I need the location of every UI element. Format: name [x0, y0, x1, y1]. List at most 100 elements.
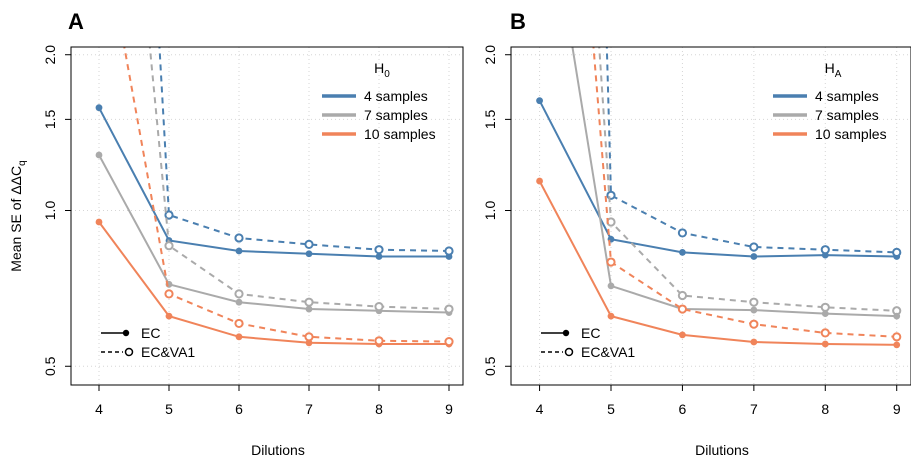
data-point [96, 219, 103, 226]
data-point [679, 249, 686, 256]
x-tick-label: 9 [893, 401, 901, 417]
method-legend-label: EC [581, 325, 600, 341]
data-point [375, 303, 382, 310]
data-point [235, 234, 242, 241]
series-line [149, 43, 449, 310]
data-point [750, 307, 757, 314]
data-point [750, 339, 757, 346]
x-tick-label: 6 [679, 401, 687, 417]
data-point [893, 341, 900, 348]
data-point [750, 253, 757, 260]
data-point [822, 341, 829, 348]
x-tick-label: 4 [536, 401, 544, 417]
y-tick-label: 1.0 [42, 201, 58, 221]
data-point [822, 329, 829, 336]
data-point [445, 338, 452, 345]
data-point [166, 313, 173, 320]
y-axis-label: Mean SE of ΔΔCq [8, 160, 28, 271]
legend-title: H0 [374, 60, 390, 80]
data-point [679, 331, 686, 338]
data-point [822, 310, 829, 317]
x-tick-label: 7 [305, 401, 313, 417]
method-legend-label: EC&VA1 [581, 344, 635, 360]
method-legend-marker [563, 330, 569, 336]
legend-label: 10 samples [364, 126, 436, 142]
legend-label: 7 samples [815, 107, 879, 123]
method-legend-label: EC [141, 325, 160, 341]
x-tick-label: 5 [165, 401, 173, 417]
data-point [822, 246, 829, 253]
y-tick-label: 1.5 [42, 109, 58, 129]
panel-label: B [510, 9, 526, 34]
y-tick-label: 2.0 [482, 45, 498, 65]
legend-label: 4 samples [815, 88, 879, 104]
data-point [306, 250, 313, 257]
y-tick-label: 0.5 [42, 356, 58, 376]
y-axis: 0.5 1.0 1.5 2.0 [42, 45, 71, 376]
x-axis: 4 5 6 7 8 9 [536, 385, 901, 417]
legend: HA 4 samples 7 samples 10 samples [773, 60, 887, 142]
data-point [236, 248, 243, 255]
data-point [536, 97, 543, 104]
y-axis: 0.5 1.0 1.5 2.0 [482, 45, 511, 376]
method-legend-marker [566, 349, 573, 356]
data-point [679, 305, 686, 312]
data-point [165, 290, 172, 297]
data-point [165, 242, 172, 249]
method-legend-marker [123, 330, 129, 336]
data-point [822, 304, 829, 311]
data-point [607, 258, 614, 265]
x-axis: 4 5 6 7 8 9 [95, 385, 453, 417]
data-point [375, 246, 382, 253]
x-axis-label: Dilutions [695, 442, 749, 458]
y-tick-label: 2.0 [42, 45, 58, 65]
method-legend-marker [126, 349, 133, 356]
method-legend-label: EC&VA1 [141, 344, 195, 360]
legend-label: 7 samples [364, 107, 428, 123]
method-legend: EC EC&VA1 [541, 325, 635, 360]
data-point [750, 299, 757, 306]
x-tick-label: 8 [821, 401, 829, 417]
data-point [445, 247, 452, 254]
y-tick-label: 1.0 [482, 201, 498, 221]
chart-panel-a: A 4 5 6 7 8 9 0.5 1.0 1.5 2.0 Dilutions H0 4 sam… [42, 9, 463, 458]
data-point [608, 282, 615, 289]
legend: H0 4 samples 7 samples 10 samples [322, 60, 436, 142]
series-line [572, 43, 897, 317]
x-tick-label: 6 [235, 401, 243, 417]
data-point [893, 249, 900, 256]
data-point [235, 290, 242, 297]
legend-label: 4 samples [364, 88, 428, 104]
data-point [750, 321, 757, 328]
data-point [445, 305, 452, 312]
data-point [305, 333, 312, 340]
legend-label: 10 samples [815, 126, 887, 142]
method-legend: EC EC&VA1 [101, 325, 195, 360]
data-point [305, 299, 312, 306]
data-point [235, 320, 242, 327]
x-tick-label: 8 [375, 401, 383, 417]
series-line [593, 43, 897, 337]
data-point [679, 229, 686, 236]
data-point [893, 313, 900, 320]
series-line [607, 43, 897, 253]
x-tick-label: 4 [95, 401, 103, 417]
data-point [96, 104, 103, 111]
data-point [679, 292, 686, 299]
x-axis-label: Dilutions [251, 442, 305, 458]
x-tick-label: 5 [607, 401, 615, 417]
data-point [750, 243, 757, 250]
data-point [236, 333, 243, 340]
data-point [236, 299, 243, 306]
series-line [159, 43, 449, 252]
panel-label: A [68, 9, 84, 34]
y-tick-label: 0.5 [482, 356, 498, 376]
data-point [375, 337, 382, 344]
data-point [305, 241, 312, 248]
y-tick-label: 1.5 [482, 109, 498, 129]
series-line [599, 43, 897, 311]
data-point [893, 333, 900, 340]
x-tick-label: 7 [750, 401, 758, 417]
data-point [96, 152, 103, 159]
